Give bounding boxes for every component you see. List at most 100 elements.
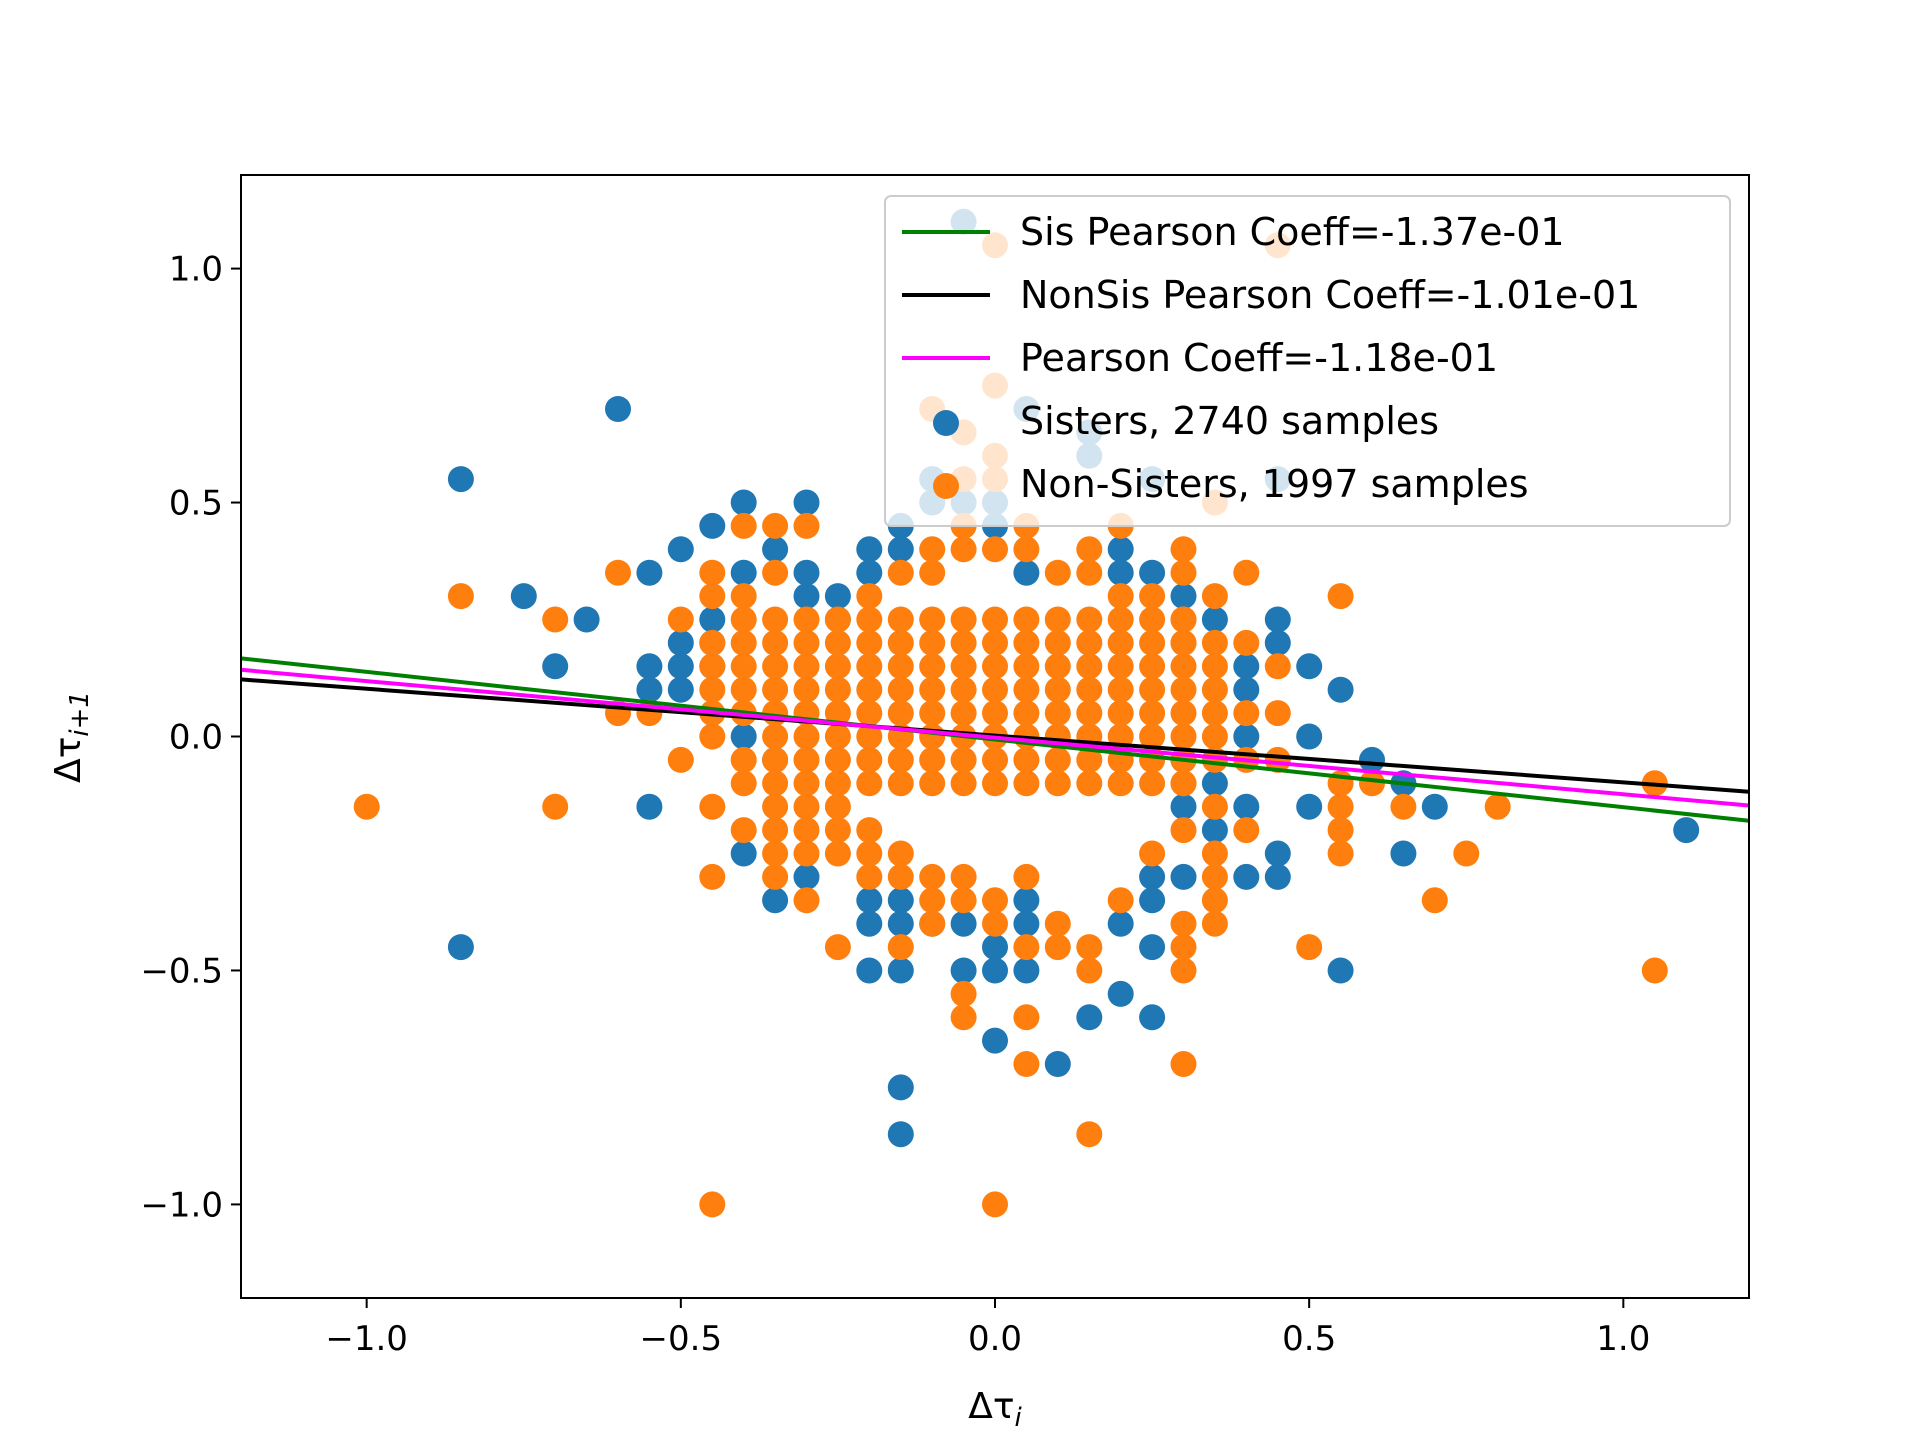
sisters-point	[667, 653, 694, 680]
sisters-point	[730, 559, 757, 586]
sisters-point	[636, 793, 663, 820]
sisters-point	[1233, 723, 1260, 750]
non-sisters-point	[793, 793, 820, 820]
sisters-point	[1264, 840, 1291, 867]
non-sisters-point	[1013, 746, 1040, 773]
non-sisters-point	[856, 746, 883, 773]
non-sisters-point	[1044, 910, 1071, 937]
non-sisters-point	[1201, 629, 1228, 656]
non-sisters-point	[887, 746, 914, 773]
non-sisters-point	[1170, 629, 1197, 656]
non-sisters-point	[1233, 559, 1260, 586]
sisters-point	[1139, 887, 1166, 914]
sisters-point	[1107, 980, 1134, 1007]
x-axis-label-main: Δτ	[968, 1386, 1014, 1427]
non-sisters-point	[856, 723, 883, 750]
non-sisters-point	[856, 583, 883, 610]
non-sisters-point	[856, 863, 883, 890]
sisters-point	[605, 396, 631, 422]
y-axis-label: Δτi+1	[48, 691, 95, 783]
sisters-point	[950, 910, 977, 937]
x-tick-label: −1.0	[325, 1319, 408, 1359]
sisters-point	[667, 676, 694, 703]
non-sisters-point	[762, 676, 789, 703]
non-sisters-point	[793, 817, 820, 844]
legend-label: Pearson Coeff=-1.18e-01	[1020, 336, 1498, 380]
x-tick-label: −0.5	[640, 1319, 723, 1359]
sisters-point	[1296, 793, 1323, 820]
non-sisters-point	[1107, 770, 1134, 797]
non-sisters-point	[1641, 957, 1668, 984]
non-sisters-point	[699, 653, 726, 680]
non-sisters-point	[1201, 840, 1228, 867]
non-sisters-point	[887, 676, 914, 703]
non-sisters-point	[1170, 536, 1197, 563]
non-sisters-point	[950, 700, 977, 727]
non-sisters-point	[982, 629, 1008, 656]
non-sisters-point	[824, 700, 851, 727]
non-sisters-point	[856, 770, 883, 797]
sisters-point	[1201, 770, 1228, 797]
y-tick-label: 1.0	[169, 250, 223, 290]
non-sisters-point	[824, 840, 851, 867]
non-sisters-point	[1296, 934, 1323, 961]
non-sisters-point	[1044, 700, 1071, 727]
non-sisters-point	[793, 840, 820, 867]
non-sisters-point	[1170, 559, 1197, 586]
non-sisters-point	[1139, 606, 1166, 633]
sisters-point	[887, 1074, 914, 1101]
sisters-point	[1013, 887, 1040, 914]
non-sisters-point	[1139, 629, 1166, 656]
non-sisters-point	[1170, 934, 1197, 961]
sisters-point	[1264, 606, 1291, 633]
non-sisters-point	[762, 723, 789, 750]
sisters-point	[793, 863, 820, 890]
sisters-point	[1013, 559, 1040, 586]
non-sisters-point	[1170, 910, 1197, 937]
non-sisters-point	[1201, 887, 1228, 914]
non-sisters-point	[1044, 629, 1071, 656]
y-axis-ticks: −1.0 −0.5 0.0 0.5 1.0	[140, 250, 241, 1225]
non-sisters-point	[762, 653, 789, 680]
sisters-point	[1233, 653, 1260, 680]
legend-label: Non-Sisters, 1997 samples	[1020, 462, 1529, 506]
non-sisters-point	[1076, 746, 1103, 773]
sisters-point	[1201, 817, 1228, 844]
sisters-point	[667, 536, 694, 563]
non-sisters-point	[1044, 559, 1071, 586]
non-sisters-point	[1201, 793, 1228, 820]
legend-marker-swatch	[933, 473, 959, 499]
non-sisters-point	[887, 653, 914, 680]
non-sisters-point	[1044, 653, 1071, 680]
non-sisters-point	[856, 653, 883, 680]
non-sisters-point	[1139, 653, 1166, 680]
non-sisters-point	[762, 512, 789, 539]
sisters-point	[1139, 559, 1166, 586]
non-sisters-point	[1044, 934, 1071, 961]
non-sisters-point	[950, 606, 977, 633]
non-sisters-point	[1233, 629, 1260, 656]
non-sisters-point	[824, 817, 851, 844]
non-sisters-point	[667, 606, 694, 633]
non-sisters-point	[856, 629, 883, 656]
sisters-point	[1233, 863, 1260, 890]
non-sisters-point	[1044, 676, 1071, 703]
non-sisters-point	[1201, 583, 1228, 610]
non-sisters-point	[982, 676, 1008, 703]
non-sisters-point	[1013, 700, 1040, 727]
sisters-point	[887, 910, 914, 937]
non-sisters-point	[824, 793, 851, 820]
non-sisters-point	[667, 746, 694, 773]
non-sisters-point	[1139, 676, 1166, 703]
non-sisters-point	[542, 793, 569, 820]
y-tick-label: 0.0	[169, 718, 223, 758]
non-sisters-point	[887, 700, 914, 727]
legend: Sis Pearson Coeff=-1.37e-01 NonSis Pearso…	[884, 195, 1731, 527]
sisters-point	[1233, 676, 1260, 703]
sisters-point	[730, 723, 757, 750]
non-sisters-point	[919, 629, 946, 656]
non-sisters-point	[1044, 746, 1071, 773]
non-sisters-point	[1201, 700, 1228, 727]
sisters-point	[887, 1121, 914, 1148]
legend-marker-swatch	[933, 410, 959, 436]
